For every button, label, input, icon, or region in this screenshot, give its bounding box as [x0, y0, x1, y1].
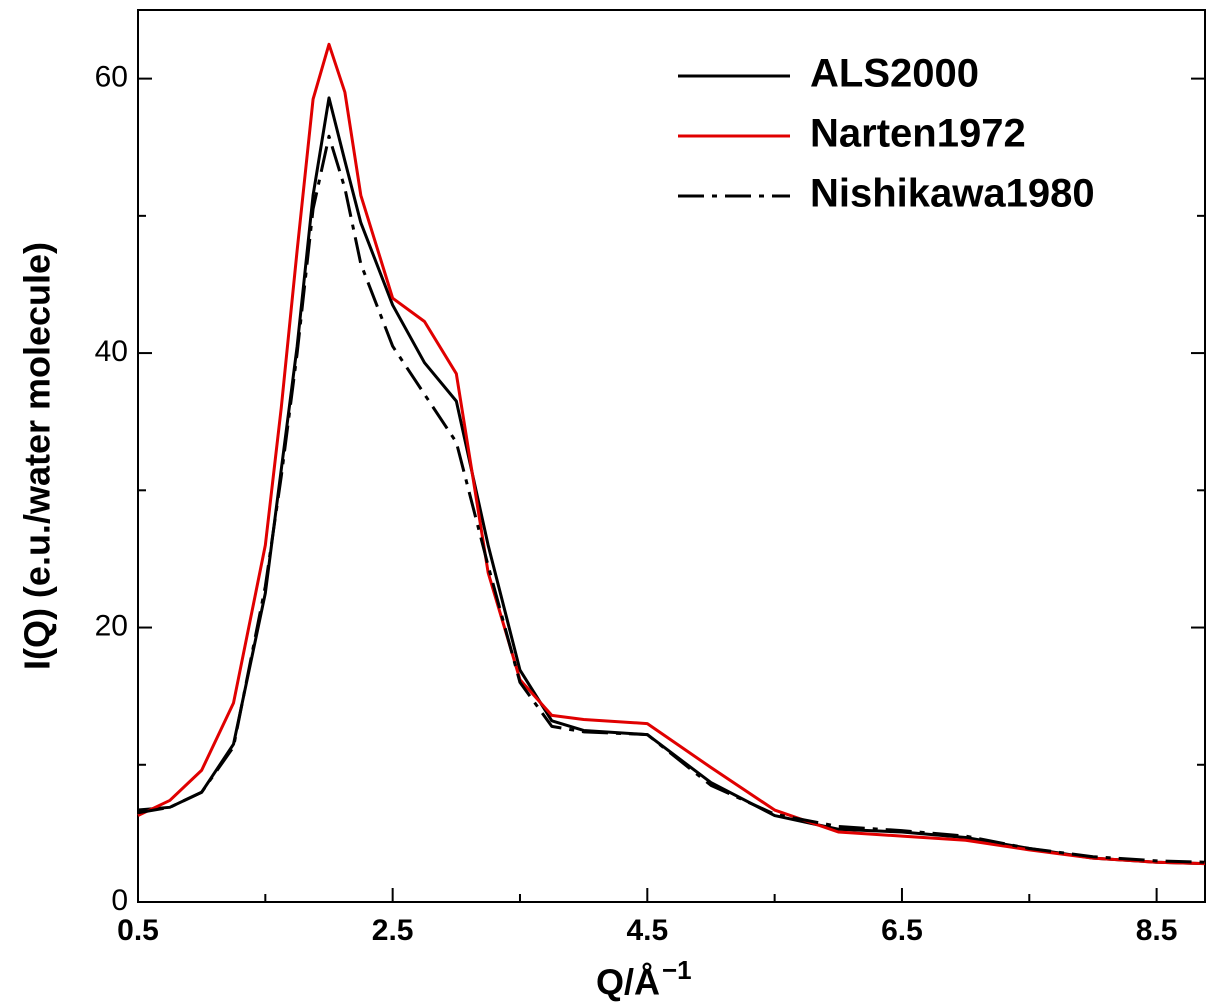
series-line: [137, 42, 1206, 866]
x-tick-label: 0.5: [117, 914, 159, 947]
x-tick-label: 6.5: [881, 914, 923, 947]
x-axis-label: Q/Å: [596, 962, 660, 1003]
y-tick-label: 20: [95, 609, 128, 642]
series-line: [137, 134, 1206, 864]
y-axis-label: I(Q) (e.u./water molecule): [17, 242, 58, 670]
legend-label: Narten1972: [810, 112, 1026, 156]
y-tick-label: 60: [95, 61, 128, 94]
x-axis-label-superscript: −1: [662, 955, 692, 985]
legend-label: ALS2000: [810, 52, 979, 96]
plot-frame: [137, 9, 1206, 903]
y-tick-label: 40: [95, 335, 128, 368]
x-tick-label: 8.5: [1136, 914, 1178, 947]
legend-label: Nishikawa1980: [810, 172, 1095, 216]
y-tick-label: 0: [111, 884, 128, 917]
x-tick-label: 4.5: [626, 914, 668, 947]
x-tick-label: 2.5: [372, 914, 414, 947]
